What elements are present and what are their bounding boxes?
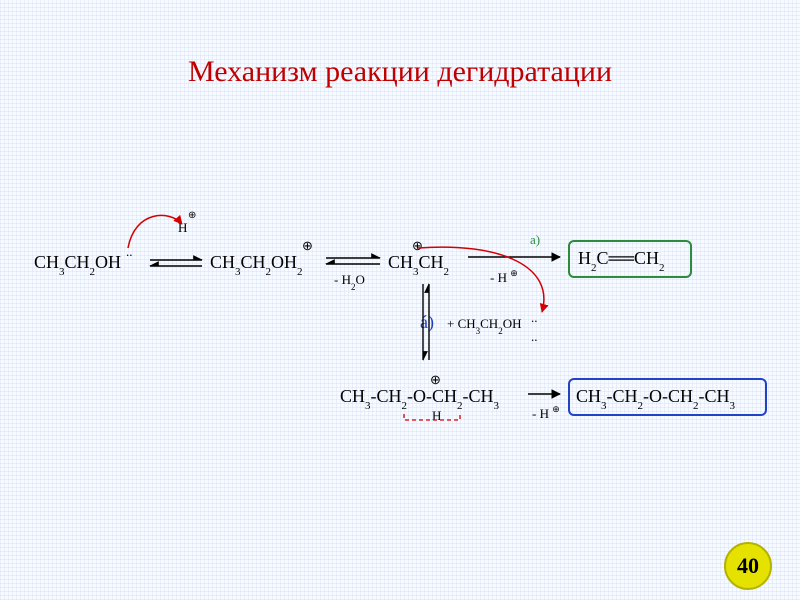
reaction-scheme: CH3CH2OH .. CH3CH2OH2 ⊕ CH3CH2 ⊕ H ⊕ - H… xyxy=(0,0,800,600)
curved-arrow-protonation xyxy=(128,215,182,248)
arrows-layer xyxy=(0,0,800,600)
dashed-brace-icon xyxy=(404,414,460,420)
